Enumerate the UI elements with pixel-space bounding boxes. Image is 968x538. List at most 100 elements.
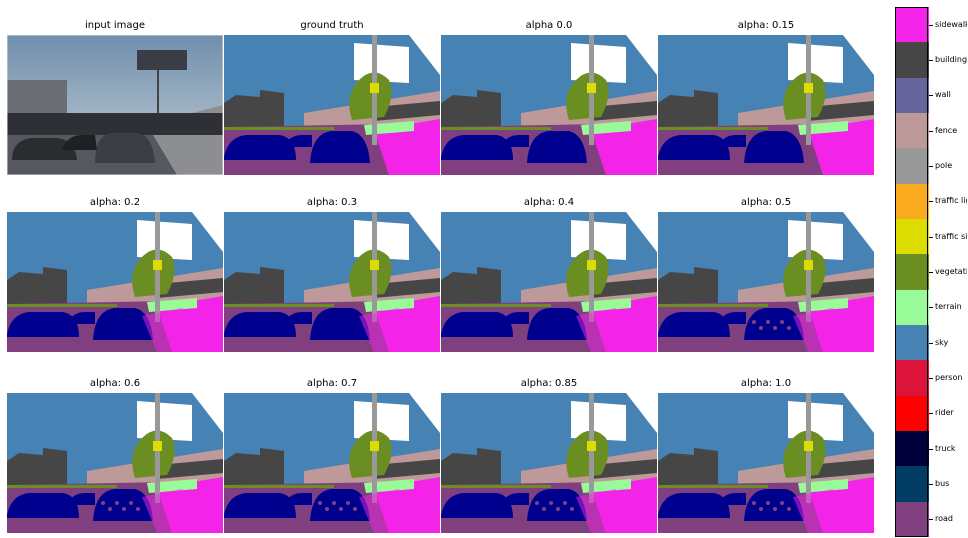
seg-vegetation-strip [224,127,334,130]
seg-car-left [658,493,730,518]
legend-label: truck [935,443,956,453]
seg-car-right [93,489,153,521]
seg-car-right [527,308,587,340]
legend-swatch [895,324,929,361]
legend-tick [929,95,933,97]
seg-billboard [354,43,409,83]
seg-noise-dot [339,507,343,511]
legend-tick [929,130,933,132]
panel-title: alpha: 1.0 [740,378,792,389]
seg-noise-dot [108,507,112,511]
legend-item: sky [895,324,967,361]
seg-car-right [527,489,587,521]
legend-label: rider [935,408,954,418]
segmentation-map [224,35,440,175]
seg-noise-dot [766,320,770,324]
seg-building-left [658,267,718,307]
seg-car-right [310,308,370,340]
segmentation-map [224,393,440,533]
seg-car-mid [718,493,746,505]
legend-tick [929,519,933,521]
panel-title: alpha: 0.4 [523,197,575,208]
seg-vegetation-strip [441,485,551,488]
seg-car-left [7,312,79,337]
panel-9: alpha: 0.6 [7,378,223,533]
panel-title: alpha: 0.5 [740,197,792,208]
seg-car-left [224,312,296,337]
seg-noise-dot [353,507,357,511]
seg-tree [783,430,826,478]
legend-tick [929,236,933,238]
seg-building-left [441,267,501,307]
legend-swatch [895,218,929,255]
seg-tree [783,249,826,297]
panel-6: alpha: 0.3 [224,197,440,352]
seg-traffic-sign [587,260,596,270]
segmentation-map [441,212,657,352]
seg-billboard [571,43,626,83]
legend-swatch [895,148,929,184]
photo-fence-line [7,113,223,135]
input-photo [7,35,223,175]
legend-item: pole [895,148,967,184]
seg-car-right [310,489,370,521]
segmentation-map [224,212,440,352]
seg-noise-dot [787,326,791,330]
seg-building-right [374,278,440,298]
legend-label: pole [935,160,953,170]
seg-billboard [354,220,409,260]
seg-sidewalk-spill [576,308,616,352]
class-legend: sidewalk building wall fence pole traffic lig… [895,7,967,538]
panel-3: alpha 0.0 [441,20,657,175]
legend-label: fence [935,125,958,135]
seg-car-right [93,308,153,340]
seg-tree [566,249,609,297]
seg-car-left [441,493,513,518]
seg-noise-dot [535,501,539,505]
legend-tick [929,413,933,415]
seg-noise-dot [136,507,140,511]
segmentation-map [658,212,874,352]
seg-vegetation-strip [7,304,117,307]
seg-car-left [658,312,730,337]
legend-label: terrain [935,302,962,312]
seg-vegetation-strip [7,485,117,488]
legend-swatch [895,501,929,537]
seg-sidewalk-spill [142,489,182,533]
seg-vegetation-strip [224,485,334,488]
legend-tick [929,483,933,485]
seg-car-right [527,131,587,163]
panel-11: alpha: 0.85 [441,378,657,533]
legend-label: person [935,372,963,382]
legend-swatch [895,77,929,113]
seg-noise-dot [346,501,350,505]
photo-car-left [12,138,77,160]
seg-car-right [744,308,804,340]
legend-item: wall [895,77,967,113]
seg-noise-dot [780,501,784,505]
legend-tick [929,59,933,61]
seg-noise-dot [332,501,336,505]
seg-noise-dot [556,507,560,511]
panel-title: alpha: 0.3 [306,197,358,208]
legend-tick [929,307,933,309]
seg-car-mid [67,493,95,505]
segmentation-map [7,212,223,352]
legend-label: traffic light [935,196,967,206]
panel-5: alpha: 0.2 [7,197,223,352]
legend-swatch [895,466,929,502]
seg-noise-dot [773,507,777,511]
panel-2: ground truth [224,20,440,175]
legend-swatch [895,430,929,467]
seg-tree [566,430,609,478]
legend-label: wall [935,90,951,100]
seg-car-mid [284,135,312,147]
seg-car-right [744,489,804,521]
seg-traffic-sign [587,83,596,93]
panel-7: alpha: 0.4 [441,197,657,352]
seg-noise-dot [542,507,546,511]
seg-noise-dot [325,507,329,511]
seg-billboard [571,401,626,441]
seg-billboard [354,401,409,441]
seg-sidewalk-spill [359,489,399,533]
